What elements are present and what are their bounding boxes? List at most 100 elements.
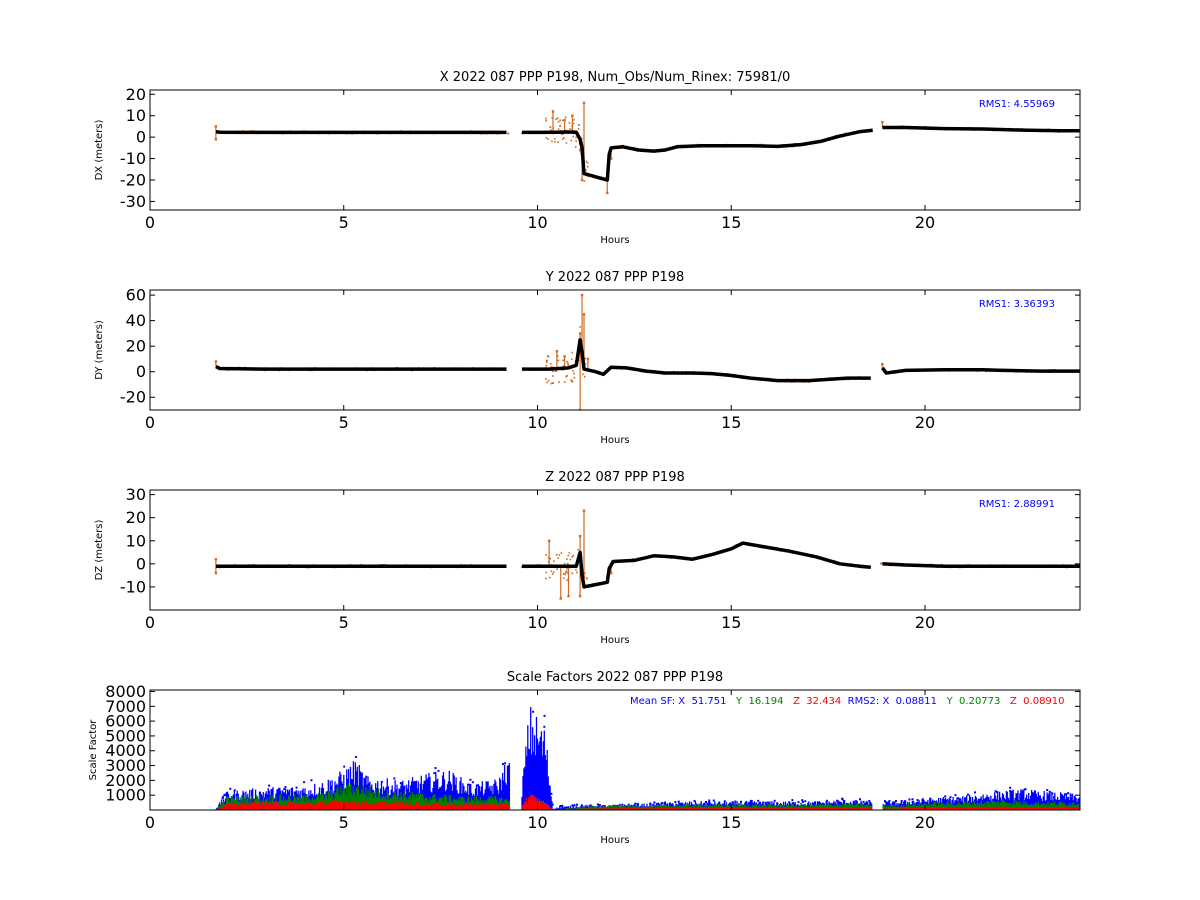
y-tick-label: 20	[126, 337, 146, 356]
chart-panel-3: 0 5 10 15 20 -10 0 10 20 30 Z 2022 087 PPP P198 Hou…	[94, 470, 1081, 646]
orange-point	[567, 579, 570, 582]
blue-point	[284, 786, 287, 789]
orange-point	[583, 576, 586, 579]
blue-point	[836, 799, 839, 802]
y-axis-label: DZ (meters)	[94, 519, 105, 580]
orange-point	[556, 355, 559, 357]
orange-point	[571, 572, 573, 575]
y-tick-label: -10	[120, 149, 146, 168]
blue-point	[355, 755, 358, 758]
series-black-segment-3	[882, 562, 1080, 568]
orange-point	[571, 128, 573, 131]
orange-point	[578, 408, 582, 410]
x-tick-label: 10	[527, 813, 547, 832]
orange-point	[545, 554, 548, 556]
orange-point	[585, 577, 588, 580]
series-bars-1	[215, 707, 1080, 810]
orange-point	[571, 114, 574, 117]
blue-point	[1048, 790, 1051, 793]
x-axis-label: Hours	[600, 435, 629, 446]
annotation-part	[784, 696, 794, 707]
orange-point	[606, 191, 609, 195]
blue-point	[224, 793, 227, 796]
orange-point	[545, 577, 547, 580]
blue-point	[467, 783, 470, 786]
orange-point	[564, 573, 567, 576]
orange-point	[570, 139, 573, 142]
orange-point	[578, 332, 582, 335]
blue-point	[762, 801, 765, 804]
blue-point	[393, 777, 396, 780]
blue-point	[854, 800, 857, 803]
orange-point	[214, 558, 218, 561]
orange-point	[580, 293, 584, 297]
blue-point	[433, 772, 436, 775]
orange-point	[562, 573, 565, 575]
x-tick-label: 10	[527, 213, 547, 232]
blue-point	[967, 793, 970, 796]
blue-point	[739, 800, 742, 803]
blue-point	[708, 801, 711, 804]
x-tick-label: 5	[339, 413, 349, 432]
blue-point	[884, 801, 887, 804]
orange-point	[586, 357, 590, 361]
orange-point	[552, 127, 554, 130]
blue-point	[693, 799, 696, 802]
blue-point	[1064, 793, 1067, 796]
orange-point	[549, 557, 551, 560]
scale-factor-annotation: Mean SF: X 51.751 Y 16.194 Z 32.434 RMS2…	[630, 696, 1065, 707]
blue-point	[1023, 788, 1026, 791]
orange-point	[547, 379, 550, 382]
orange-point	[562, 359, 564, 361]
x-tick-label: 15	[721, 813, 741, 832]
blue-point	[841, 798, 844, 801]
x-tick-label: 5	[339, 613, 349, 632]
rms-annotation: RMS1: 2.88991	[979, 499, 1055, 510]
orange-point	[555, 370, 558, 372]
plot-area	[214, 293, 1080, 410]
y-tick-label: 30	[126, 485, 146, 504]
orange-point	[586, 165, 589, 168]
blue-point	[1046, 789, 1049, 792]
blue-point	[656, 802, 659, 805]
annotation-part: Mean SF: X 51.751	[630, 696, 727, 707]
orange-point	[609, 157, 613, 160]
blue-point	[944, 795, 947, 798]
blue-point	[744, 801, 747, 804]
y-tick-label: 8000	[105, 682, 146, 701]
blue-point	[1009, 786, 1012, 789]
orange-point	[584, 357, 586, 360]
orange-point	[880, 562, 883, 565]
blue-point	[469, 778, 472, 781]
series-black-segment-1	[215, 365, 507, 371]
blue-point	[888, 800, 891, 803]
blue-point	[766, 801, 769, 804]
blue-point	[1051, 792, 1054, 795]
orange-point	[580, 178, 584, 182]
y-tick-label: -20	[120, 388, 146, 407]
orange-point	[557, 128, 560, 130]
y-tick-label: 60	[126, 286, 146, 305]
orange-point	[214, 360, 218, 363]
orange-point	[552, 375, 554, 377]
blue-point	[532, 710, 535, 713]
orange-point	[583, 180, 586, 182]
orange-point	[567, 594, 570, 598]
blue-point	[543, 714, 546, 717]
orange-point	[881, 362, 884, 366]
y-tick-label: -30	[120, 192, 146, 211]
orange-point	[549, 363, 552, 365]
orange-point	[563, 381, 566, 383]
orange-point	[561, 133, 563, 136]
orange-point	[570, 358, 573, 360]
orange-point	[551, 110, 555, 113]
blue-point	[791, 799, 794, 802]
series-black-segment-3	[881, 366, 1080, 375]
blue-point	[649, 802, 652, 805]
axes-frame	[149, 89, 1081, 211]
orange-point	[552, 571, 555, 573]
orange-point	[563, 137, 565, 139]
blue-point	[956, 797, 959, 800]
x-axis-label: Hours	[600, 235, 629, 246]
